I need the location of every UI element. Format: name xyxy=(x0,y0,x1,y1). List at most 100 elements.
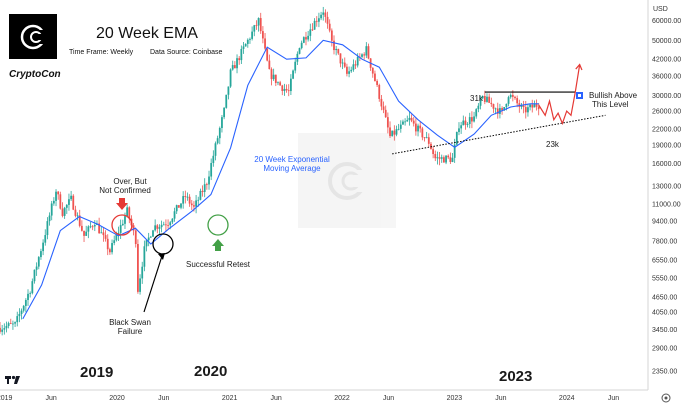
candle-body xyxy=(119,225,122,233)
y-tick-label: 9400.00 xyxy=(652,219,677,226)
candle-body xyxy=(414,123,417,132)
candle-body xyxy=(177,205,180,208)
candle-body xyxy=(244,43,247,47)
candle-body xyxy=(397,128,400,130)
x-tick-label: Jun xyxy=(270,395,281,402)
candle-body xyxy=(165,224,167,226)
candle-body xyxy=(212,155,215,164)
candle-body xyxy=(210,163,213,177)
candle-body xyxy=(511,94,514,97)
y-tick-label: 42000.00 xyxy=(652,57,681,64)
candle-body xyxy=(18,313,21,317)
candle-body xyxy=(520,105,523,107)
candle-body xyxy=(29,293,32,294)
candle-body xyxy=(111,243,113,253)
candle-body xyxy=(371,67,374,74)
candle-body xyxy=(171,218,174,223)
x-tick-label: Jun xyxy=(158,395,169,402)
red-circle-marker xyxy=(111,214,133,236)
candle-body xyxy=(139,278,141,292)
year-label-2019: 2019 xyxy=(80,364,113,381)
candle-body xyxy=(442,157,445,163)
candle-body xyxy=(162,224,165,226)
candle-body xyxy=(302,37,305,43)
candle-body xyxy=(255,25,258,27)
candle-body xyxy=(270,69,273,80)
candle-body xyxy=(93,224,96,227)
candle-body xyxy=(61,208,64,216)
bullish-note-icon-inner xyxy=(578,94,581,97)
price-axis[interactable]: USD 60000.00 50000.00 42000.00 36000.00 3000… xyxy=(647,0,681,390)
candle-body xyxy=(65,204,68,208)
candle-body xyxy=(380,98,383,107)
year-label-2020: 2020 xyxy=(194,363,227,380)
candle-body xyxy=(386,117,389,128)
candle-body xyxy=(298,48,301,54)
candle-body xyxy=(365,46,368,56)
candle-body xyxy=(12,323,14,325)
candle-body xyxy=(311,29,314,31)
candle-body xyxy=(514,96,516,99)
y-tick-label: 4650.00 xyxy=(652,295,677,302)
candle-body xyxy=(218,127,221,139)
candle-body xyxy=(363,54,366,56)
y-tick-label: 60000.00 xyxy=(652,18,681,25)
candle-body xyxy=(425,137,428,139)
candle-body xyxy=(479,98,482,106)
y-tick-label: 26000.00 xyxy=(652,109,681,116)
y-tick-label: 22000.00 xyxy=(652,127,681,134)
candle-body xyxy=(221,117,223,128)
candle-body xyxy=(277,82,279,84)
candle-body xyxy=(455,131,458,145)
candle-body xyxy=(537,106,540,110)
successful-retest-label: Successful Retest xyxy=(186,260,251,269)
ema-label-line2: Moving Average xyxy=(263,164,321,173)
candle-body xyxy=(50,203,53,216)
candle-body xyxy=(354,64,357,66)
candle-body xyxy=(59,194,62,209)
candle-body xyxy=(149,236,152,238)
candle-body xyxy=(410,117,413,121)
x-tick-label: 2020 xyxy=(109,395,125,402)
candle-body xyxy=(427,137,430,144)
candle-body xyxy=(132,225,135,231)
candle-body xyxy=(527,107,529,113)
candle-body xyxy=(453,144,456,158)
candle-body xyxy=(367,46,370,59)
candle-body xyxy=(458,128,460,132)
x-tick-label: Jun xyxy=(495,395,506,402)
candle-body xyxy=(240,48,243,61)
candle-body xyxy=(285,88,288,91)
candle-body xyxy=(279,82,282,86)
candle-body xyxy=(490,102,493,105)
candle-body xyxy=(501,108,503,111)
candle-body xyxy=(406,119,409,122)
candle-body xyxy=(20,310,23,314)
candle-body xyxy=(35,266,38,270)
watermark-logo xyxy=(298,133,396,228)
candle-body xyxy=(205,184,208,186)
candle-body xyxy=(87,226,90,232)
candle-body xyxy=(108,249,111,253)
candle-body xyxy=(507,97,510,104)
candle-body xyxy=(382,106,385,110)
black-swan-arrow-icon xyxy=(158,253,165,260)
candle-body xyxy=(158,227,161,229)
candle-body xyxy=(76,215,79,217)
black-swan-pointer-line xyxy=(143,255,163,313)
candle-body xyxy=(63,207,66,216)
candle-body xyxy=(126,207,129,217)
candle-body xyxy=(339,53,342,64)
candle-body xyxy=(137,243,139,292)
over-not-confirmed-line2: Not Confirmed xyxy=(99,186,151,195)
candle-body xyxy=(134,230,137,244)
candle-body xyxy=(266,48,269,61)
candle-body xyxy=(214,143,217,156)
time-axis[interactable]: 2019 Jun 2020 Jun 2021 Jun 2022 Jun 2023 Jun 2024 J… xyxy=(0,389,648,402)
bullish-label-line2: This Level xyxy=(592,100,629,109)
candle-body xyxy=(233,65,236,69)
settings-gear-icon[interactable] xyxy=(661,393,671,403)
candle-body xyxy=(374,73,376,82)
candle-body xyxy=(246,39,249,44)
